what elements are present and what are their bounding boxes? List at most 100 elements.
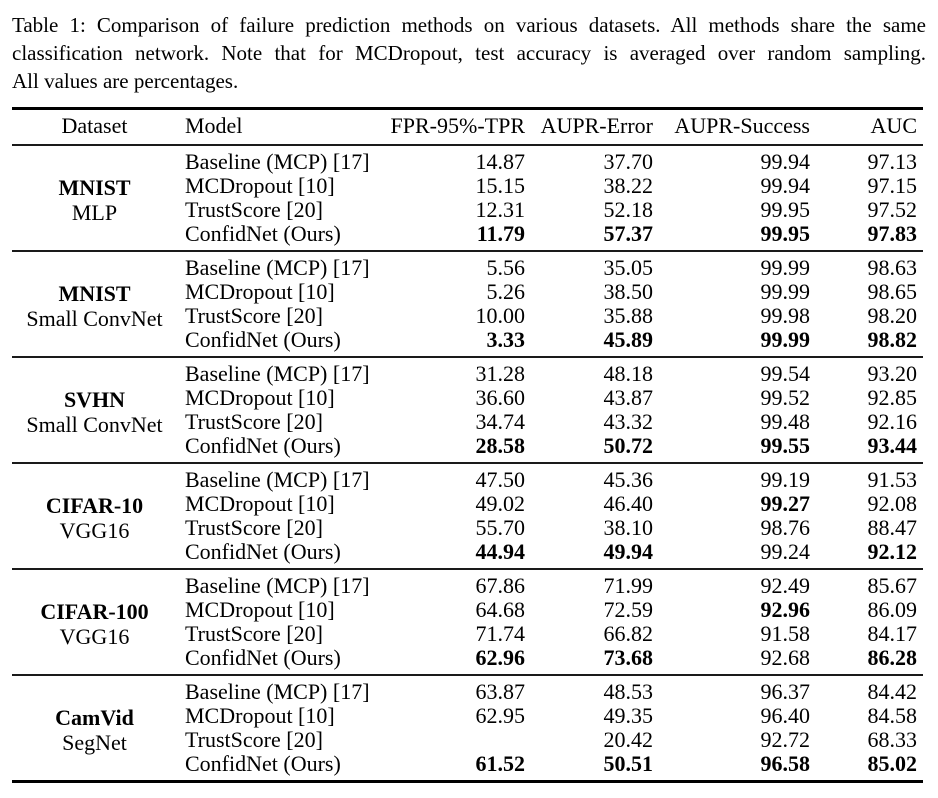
model-cell: TrustScore [20] — [185, 303, 323, 328]
aupr-error-cell: 38.22 — [603, 173, 654, 198]
model-cell: ConfidNet (Ours) — [185, 433, 341, 458]
fpr-cell: 34.74 — [475, 409, 526, 434]
auc-cell: 98.20 — [867, 303, 918, 328]
table-row: MNIST MLP Baseline (MCP) [17] 14.87 37.70 99.… — [12, 145, 923, 226]
table-row: MCDropout [10] 62.95 49.35 96.40 84.58 — [12, 704, 923, 728]
fpr-cell: 11.79 — [476, 221, 525, 246]
dataset-cell: CIFAR-100 VGG16 — [12, 569, 177, 675]
fpr-cell: 49.02 — [475, 491, 526, 516]
aupr-success-cell: 99.48 — [760, 409, 811, 434]
model-cell: MCDropout [10] — [185, 173, 335, 198]
table-row: CIFAR-10 VGG16 Baseline (MCP) [17] 47.50 45.… — [12, 463, 923, 544]
table-row: ConfidNet (Ours) 62.96 73.68 92.68 86.28 — [12, 646, 923, 675]
model-cell: TrustScore [20] — [185, 727, 323, 752]
auc-cell: 98.65 — [867, 279, 918, 304]
dataset-group: MNIST Small ConvNet Baseline (MCP) [17] 5.5… — [12, 251, 923, 357]
table-row: MCDropout [10] 15.15 38.22 99.94 97.15 — [12, 174, 923, 198]
aupr-error-cell: 72.59 — [603, 597, 654, 622]
header-aupr-success: AUPR-Success — [674, 113, 810, 138]
fpr-cell: 12.31 — [475, 197, 526, 222]
header-dataset: Dataset — [61, 113, 128, 138]
fpr-cell — [385, 728, 535, 752]
aupr-error-cell: 38.50 — [603, 279, 654, 304]
auc-cell: 93.20 — [867, 361, 918, 386]
aupr-success-cell: 99.94 — [760, 149, 811, 174]
model-cell: ConfidNet (Ours) — [185, 327, 341, 352]
aupr-error-cell: 45.36 — [603, 467, 654, 492]
aupr-success-cell: 99.95 — [760, 221, 811, 246]
table-row: MCDropout [10] 5.26 38.50 99.99 98.65 — [12, 280, 923, 304]
dataset-network: Small ConvNet — [26, 306, 163, 331]
table-row: MNIST Small ConvNet Baseline (MCP) [17] 5.5… — [12, 251, 923, 332]
model-cell: MCDropout [10] — [185, 385, 335, 410]
model-cell: Baseline (MCP) [17] — [185, 573, 370, 598]
dataset-name: CIFAR-10 — [45, 493, 144, 518]
auc-cell: 97.13 — [867, 149, 918, 174]
aupr-error-cell: 66.82 — [603, 621, 654, 646]
header-model: Model — [185, 113, 243, 138]
fpr-cell: 14.87 — [475, 149, 526, 174]
fpr-cell: 64.68 — [475, 597, 526, 622]
aupr-error-cell: 71.99 — [603, 573, 654, 598]
model-cell: ConfidNet (Ours) — [185, 645, 341, 670]
aupr-success-cell: 99.27 — [760, 491, 811, 516]
fpr-cell: 63.87 — [475, 679, 526, 704]
dataset-cell: MNIST MLP — [12, 145, 177, 251]
aupr-success-cell: 99.99 — [760, 327, 811, 352]
table-row: TrustScore [20] 34.74 43.32 99.48 92.16 — [12, 410, 923, 434]
model-cell: ConfidNet (Ours) — [185, 221, 341, 246]
model-cell: MCDropout [10] — [185, 279, 335, 304]
aupr-success-cell: 98.76 — [760, 515, 811, 540]
auc-cell: 88.47 — [867, 515, 918, 540]
dataset-network: VGG16 — [59, 518, 130, 543]
model-cell: Baseline (MCP) [17] — [185, 361, 370, 386]
table-row: ConfidNet (Ours) 3.33 45.89 99.99 98.82 — [12, 328, 923, 357]
aupr-success-cell: 96.37 — [760, 679, 811, 704]
table-row: ConfidNet (Ours) 44.94 49.94 99.24 92.12 — [12, 540, 923, 569]
model-cell: TrustScore [20] — [185, 409, 323, 434]
dataset-name: CamVid — [55, 705, 134, 730]
fpr-cell: 44.94 — [475, 539, 526, 564]
auc-cell: 86.28 — [867, 645, 918, 670]
dataset-group: SVHN Small ConvNet Baseline (MCP) [17] 31.2… — [12, 357, 923, 463]
table-row: TrustScore [20] 12.31 52.18 99.95 97.52 — [12, 198, 923, 222]
aupr-error-cell: 48.53 — [603, 679, 654, 704]
table-caption: Table 1: Comparison of failure predictio… — [12, 11, 926, 95]
aupr-error-cell: 35.88 — [603, 303, 654, 328]
dataset-name: MNIST — [58, 281, 131, 306]
dataset-network: SegNet — [62, 730, 127, 755]
dataset-name: MNIST — [58, 175, 131, 200]
table-row: MCDropout [10] 49.02 46.40 99.27 92.08 — [12, 492, 923, 516]
auc-cell: 93.44 — [867, 433, 918, 458]
fpr-cell: 71.74 — [475, 621, 526, 646]
results-table: Dataset Model FPR-95%-TPR AUPR-Error AUP… — [12, 107, 923, 783]
caption-line: All values are percentages. — [12, 69, 239, 93]
dataset-network: VGG16 — [59, 624, 130, 649]
auc-cell: 91.53 — [867, 467, 918, 492]
aupr-success-cell: 99.95 — [760, 197, 811, 222]
table-header: Dataset Model FPR-95%-TPR AUPR-Error AUP… — [12, 109, 923, 146]
dataset-name: SVHN — [63, 387, 126, 412]
fpr-cell: 67.86 — [475, 573, 526, 598]
fpr-cell: 5.26 — [486, 279, 526, 304]
aupr-success-cell: 99.52 — [760, 385, 811, 410]
aupr-error-cell: 50.51 — [603, 751, 654, 776]
table-row: TrustScore [20] 20.42 92.72 68.33 — [12, 728, 923, 752]
auc-cell: 98.82 — [867, 327, 918, 352]
aupr-error-cell: 73.68 — [603, 645, 654, 670]
dataset-cell: SVHN Small ConvNet — [12, 357, 177, 463]
table-row: CIFAR-100 VGG16 Baseline (MCP) [17] 67.86 71… — [12, 569, 923, 650]
header-auc: AUC — [870, 113, 917, 138]
model-cell: TrustScore [20] — [185, 515, 323, 540]
auc-cell: 92.08 — [867, 491, 918, 516]
auc-cell: 84.58 — [867, 703, 918, 728]
model-cell: TrustScore [20] — [185, 621, 323, 646]
aupr-error-cell: 20.42 — [603, 727, 654, 752]
table-row: ConfidNet (Ours) 11.79 57.37 99.95 97.83 — [12, 222, 923, 251]
model-cell: TrustScore [20] — [185, 197, 323, 222]
fpr-cell: 36.60 — [475, 385, 526, 410]
model-cell: Baseline (MCP) [17] — [185, 679, 370, 704]
caption-line: Table 1: Comparison of failure predictio… — [12, 13, 926, 37]
aupr-success-cell: 99.99 — [760, 255, 811, 280]
